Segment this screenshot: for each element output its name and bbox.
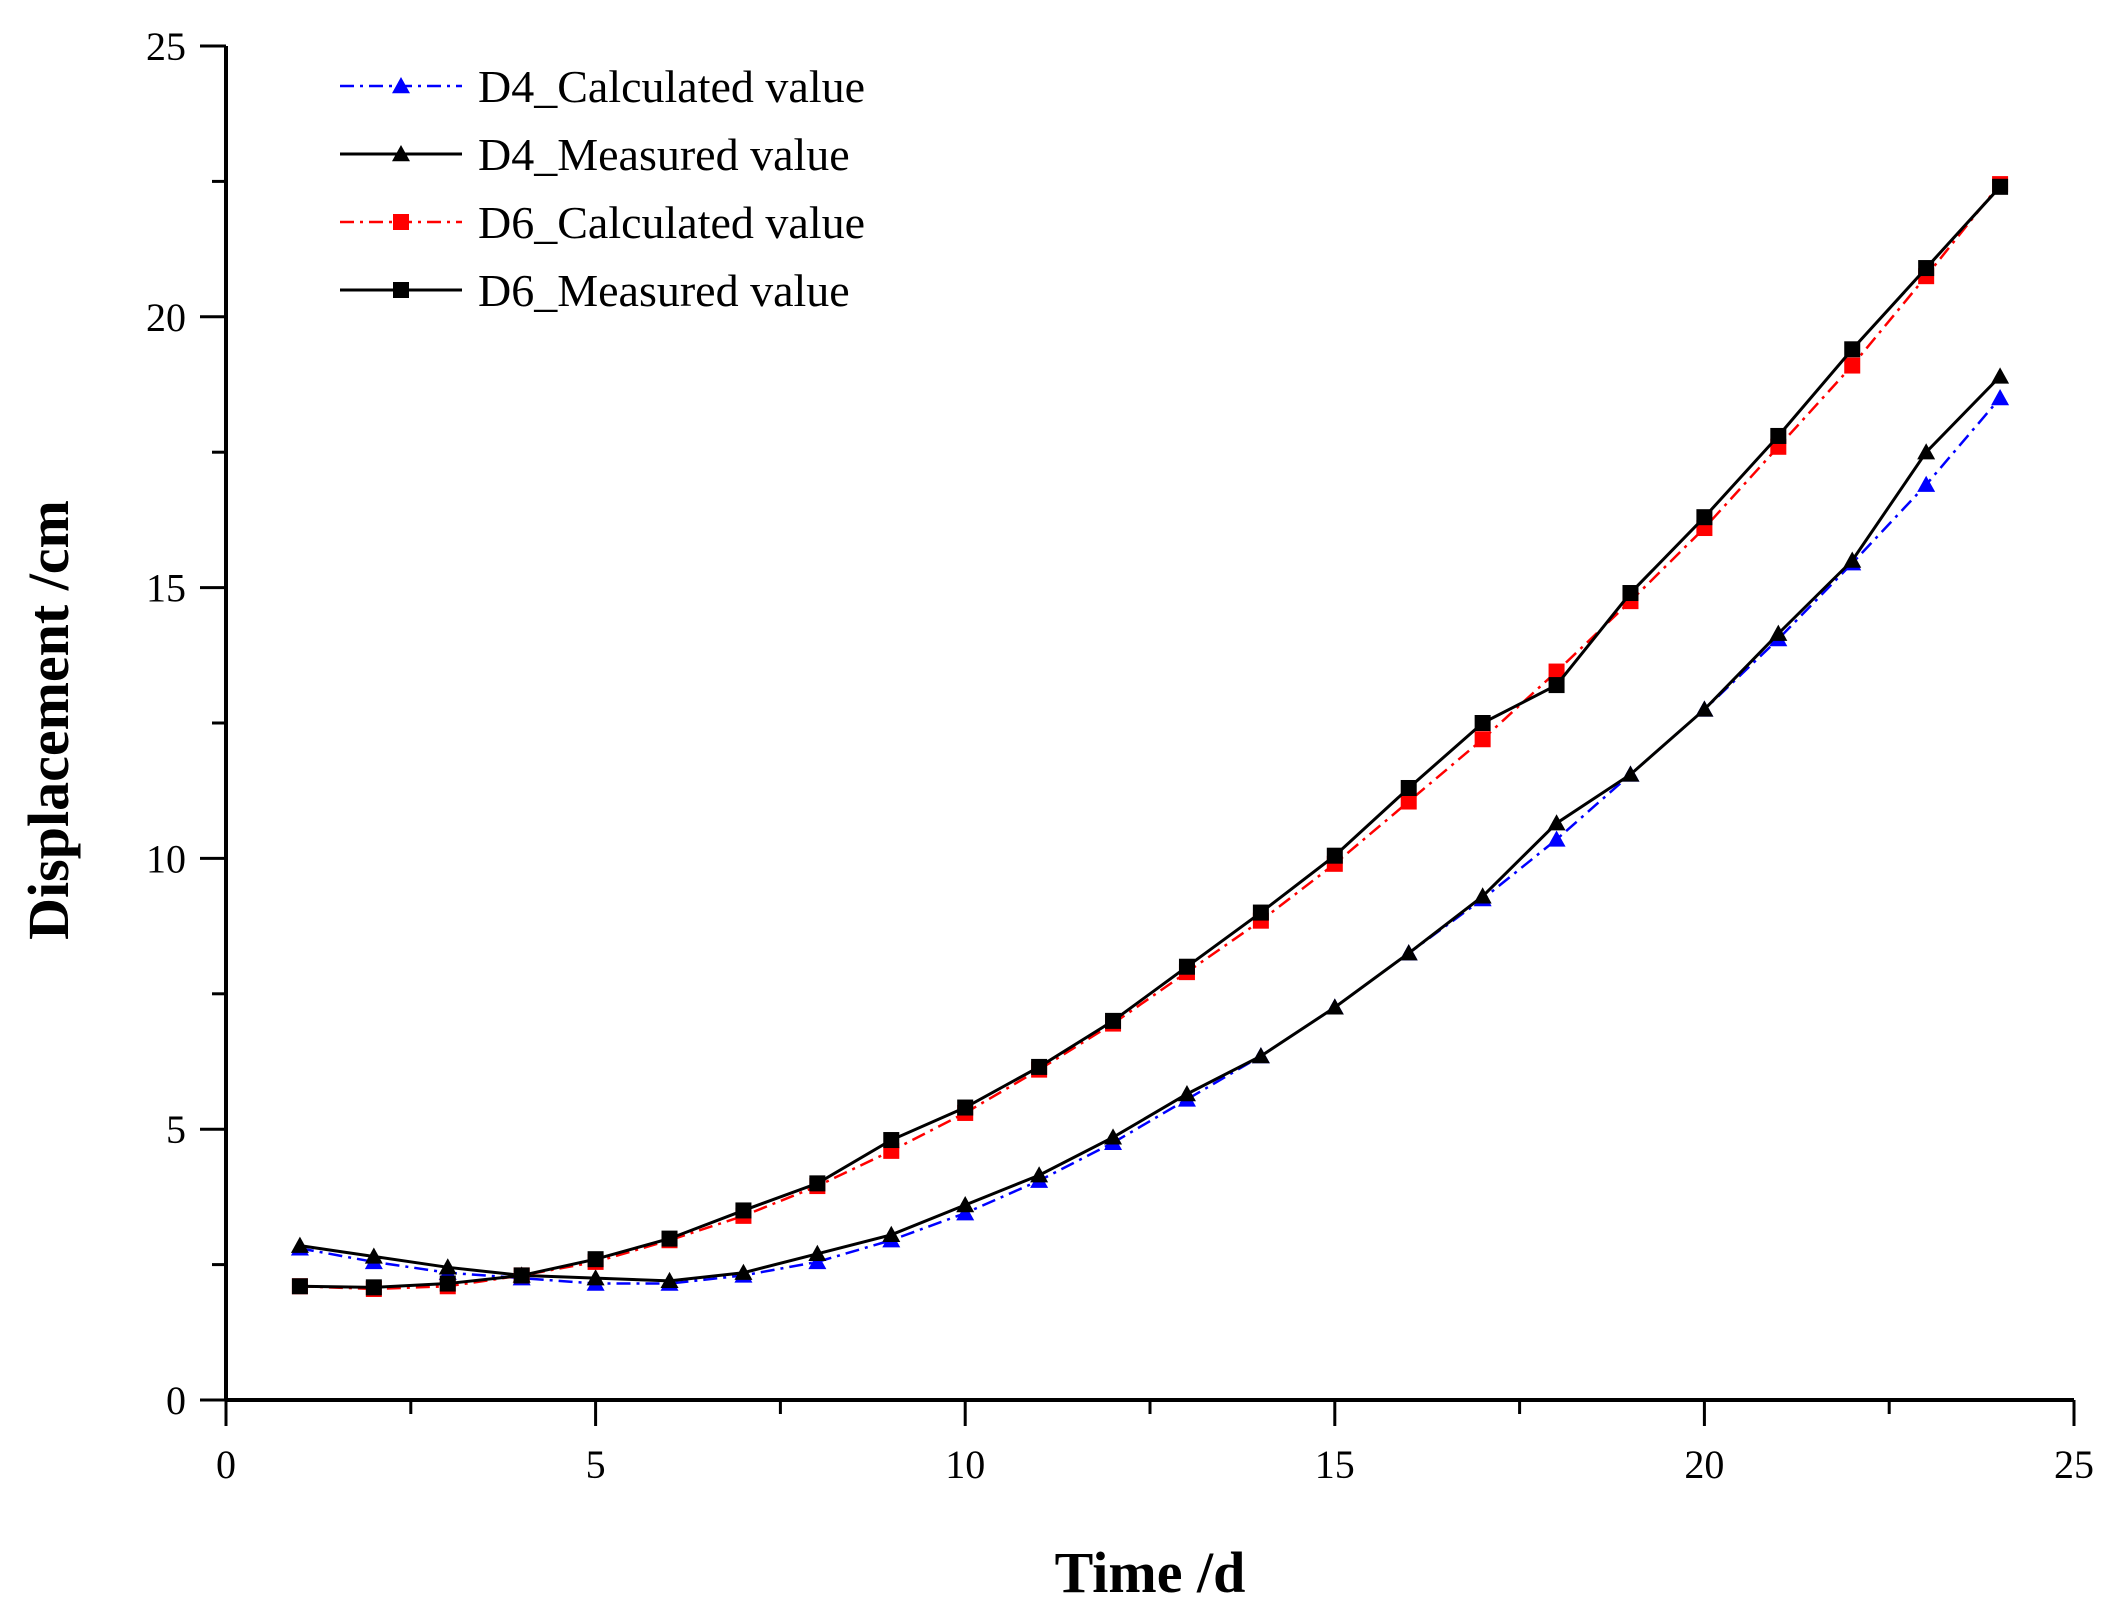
data-point	[364, 1247, 383, 1264]
data-point	[1031, 1058, 1048, 1075]
data-point	[1252, 904, 1269, 921]
series-1	[290, 367, 2010, 1289]
legend: D4_Calculated value D4_Measured value D6_C…	[340, 61, 865, 316]
y-tick-label: 20	[146, 295, 186, 340]
data-point	[1547, 814, 1566, 831]
x-tick-label: 20	[1684, 1442, 1724, 1487]
data-point	[1030, 1166, 1049, 1183]
data-point	[956, 1204, 975, 1221]
data-point	[735, 1202, 752, 1219]
data-point	[660, 1271, 679, 1289]
data-point	[1400, 779, 1417, 796]
data-point	[808, 1252, 827, 1270]
data-point	[291, 1278, 308, 1295]
x-tick-label: 15	[1315, 1442, 1355, 1487]
legend-marker	[392, 145, 410, 162]
data-point	[587, 1251, 604, 1268]
data-point	[1621, 765, 1640, 782]
data-point	[1104, 1128, 1123, 1145]
legend-entry: D6_Calculated value	[340, 197, 865, 248]
data-point	[586, 1269, 605, 1286]
legend-entry: D4_Measured value	[340, 129, 850, 180]
data-point	[290, 1236, 309, 1253]
y-tick-label: 25	[146, 24, 186, 69]
data-point	[734, 1263, 753, 1280]
data-point	[1917, 475, 1936, 492]
data-point	[1696, 509, 1713, 526]
legend-label: D4_Measured value	[478, 129, 850, 180]
series-layer	[290, 176, 2010, 1297]
data-point	[1177, 1084, 1196, 1102]
data-point	[661, 1230, 678, 1247]
data-point	[1622, 585, 1639, 602]
data-point	[1399, 944, 1418, 961]
data-point	[1844, 357, 1861, 374]
series-line	[299, 185, 2002, 1289]
y-tick-label: 5	[166, 1107, 186, 1152]
data-point	[438, 1258, 457, 1275]
data-point	[1325, 998, 1344, 1015]
data-point	[883, 1132, 900, 1149]
axes: 0 5 10 15 20 25 0 5 10 15 20 25	[146, 24, 2094, 1487]
data-point	[1474, 731, 1491, 748]
legend-entry: D4_Calculated value	[340, 61, 865, 112]
data-point	[1769, 624, 1788, 641]
data-point	[1326, 847, 1343, 864]
x-tick-label: 0	[216, 1442, 236, 1487]
data-point	[1474, 715, 1491, 731]
data-point	[513, 1267, 530, 1284]
x-tick-label: 10	[945, 1442, 985, 1487]
data-point	[957, 1099, 974, 1116]
series-line	[299, 183, 2002, 1291]
legend-marker	[392, 77, 410, 94]
y-tick-label: 0	[166, 1378, 186, 1423]
legend-label: D4_Calculated value	[478, 61, 865, 112]
data-point	[809, 1175, 826, 1192]
y-tick-label: 10	[146, 836, 186, 881]
data-point	[1991, 389, 2010, 406]
legend-marker	[393, 282, 409, 298]
legend-label: D6_Measured value	[478, 265, 850, 316]
data-point	[1991, 367, 2010, 384]
data-point	[1547, 830, 1566, 847]
data-point	[1770, 427, 1787, 444]
data-point	[1548, 663, 1565, 680]
legend-label: D6_Calculated value	[478, 197, 865, 248]
x-axis-title: Time /d	[1055, 1540, 1246, 1605]
data-point	[1178, 958, 1195, 975]
series-2	[291, 176, 2009, 1297]
legend-marker	[393, 214, 409, 230]
series-3	[291, 178, 2009, 1296]
data-point	[1992, 178, 2009, 195]
data-point	[365, 1279, 382, 1296]
data-point	[1695, 700, 1714, 717]
series-line	[299, 397, 2002, 1285]
series-0	[290, 389, 2010, 1291]
data-point	[1917, 443, 1936, 460]
data-point	[1548, 677, 1565, 694]
data-point	[1251, 1047, 1270, 1064]
series-line	[299, 375, 2002, 1283]
data-point	[808, 1244, 827, 1261]
data-point	[882, 1225, 901, 1243]
x-tick-label: 25	[2054, 1442, 2094, 1487]
y-axis-title: Displacement /cm	[16, 500, 81, 940]
data-point	[439, 1275, 456, 1292]
legend-entry: D6_Measured value	[340, 265, 850, 316]
data-point	[1843, 551, 1862, 568]
data-point	[1400, 793, 1417, 810]
data-point	[1105, 1012, 1122, 1029]
data-point	[956, 1196, 975, 1213]
y-tick-label: 15	[146, 566, 186, 611]
data-point	[1844, 341, 1861, 358]
data-point	[1918, 260, 1935, 277]
data-point	[1473, 887, 1492, 904]
x-tick-label: 5	[586, 1442, 606, 1487]
